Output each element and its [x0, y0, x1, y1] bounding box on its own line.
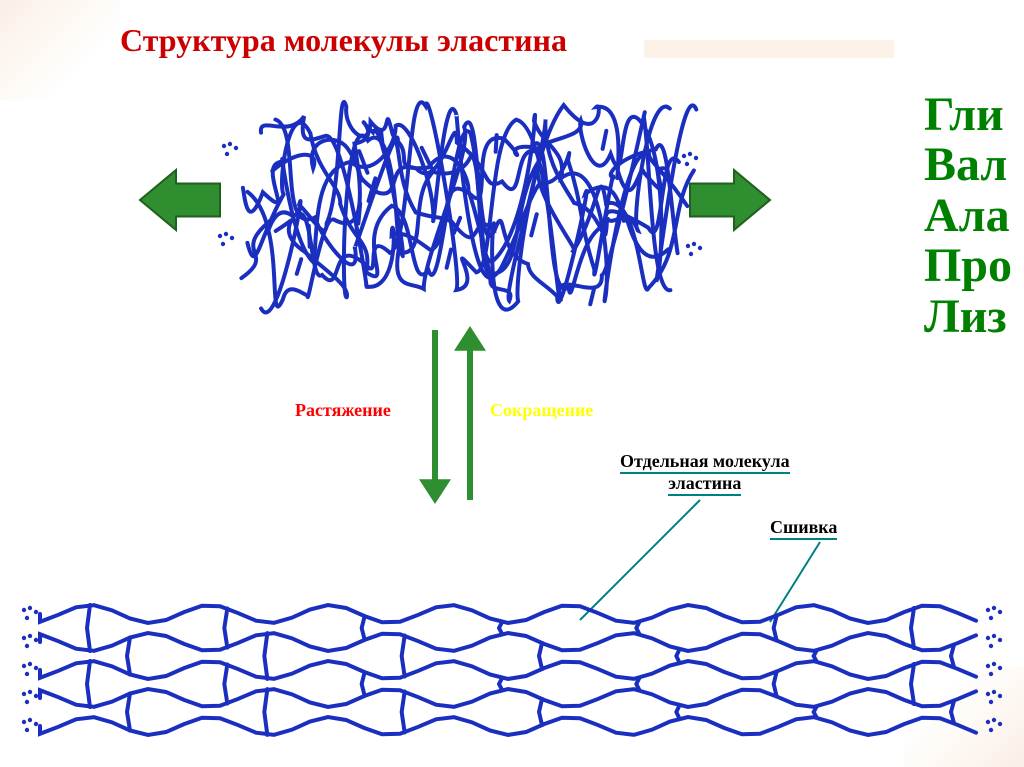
- crosslink-label: Сшивка: [770, 518, 837, 540]
- single-molecule-line2: эластина: [668, 474, 741, 496]
- crosslink-text: Сшивка: [770, 518, 837, 540]
- diagram-svg: [0, 0, 1024, 767]
- slide-root: Структура молекулы эластина ГлиВалАлаПро…: [0, 0, 1024, 767]
- contract-label: Сокращение: [490, 400, 593, 421]
- stretch-label: Растяжение: [295, 400, 391, 421]
- single-molecule-label: Отдельная молекула эластина: [620, 452, 790, 496]
- single-molecule-line1: Отдельная молекула: [620, 452, 790, 474]
